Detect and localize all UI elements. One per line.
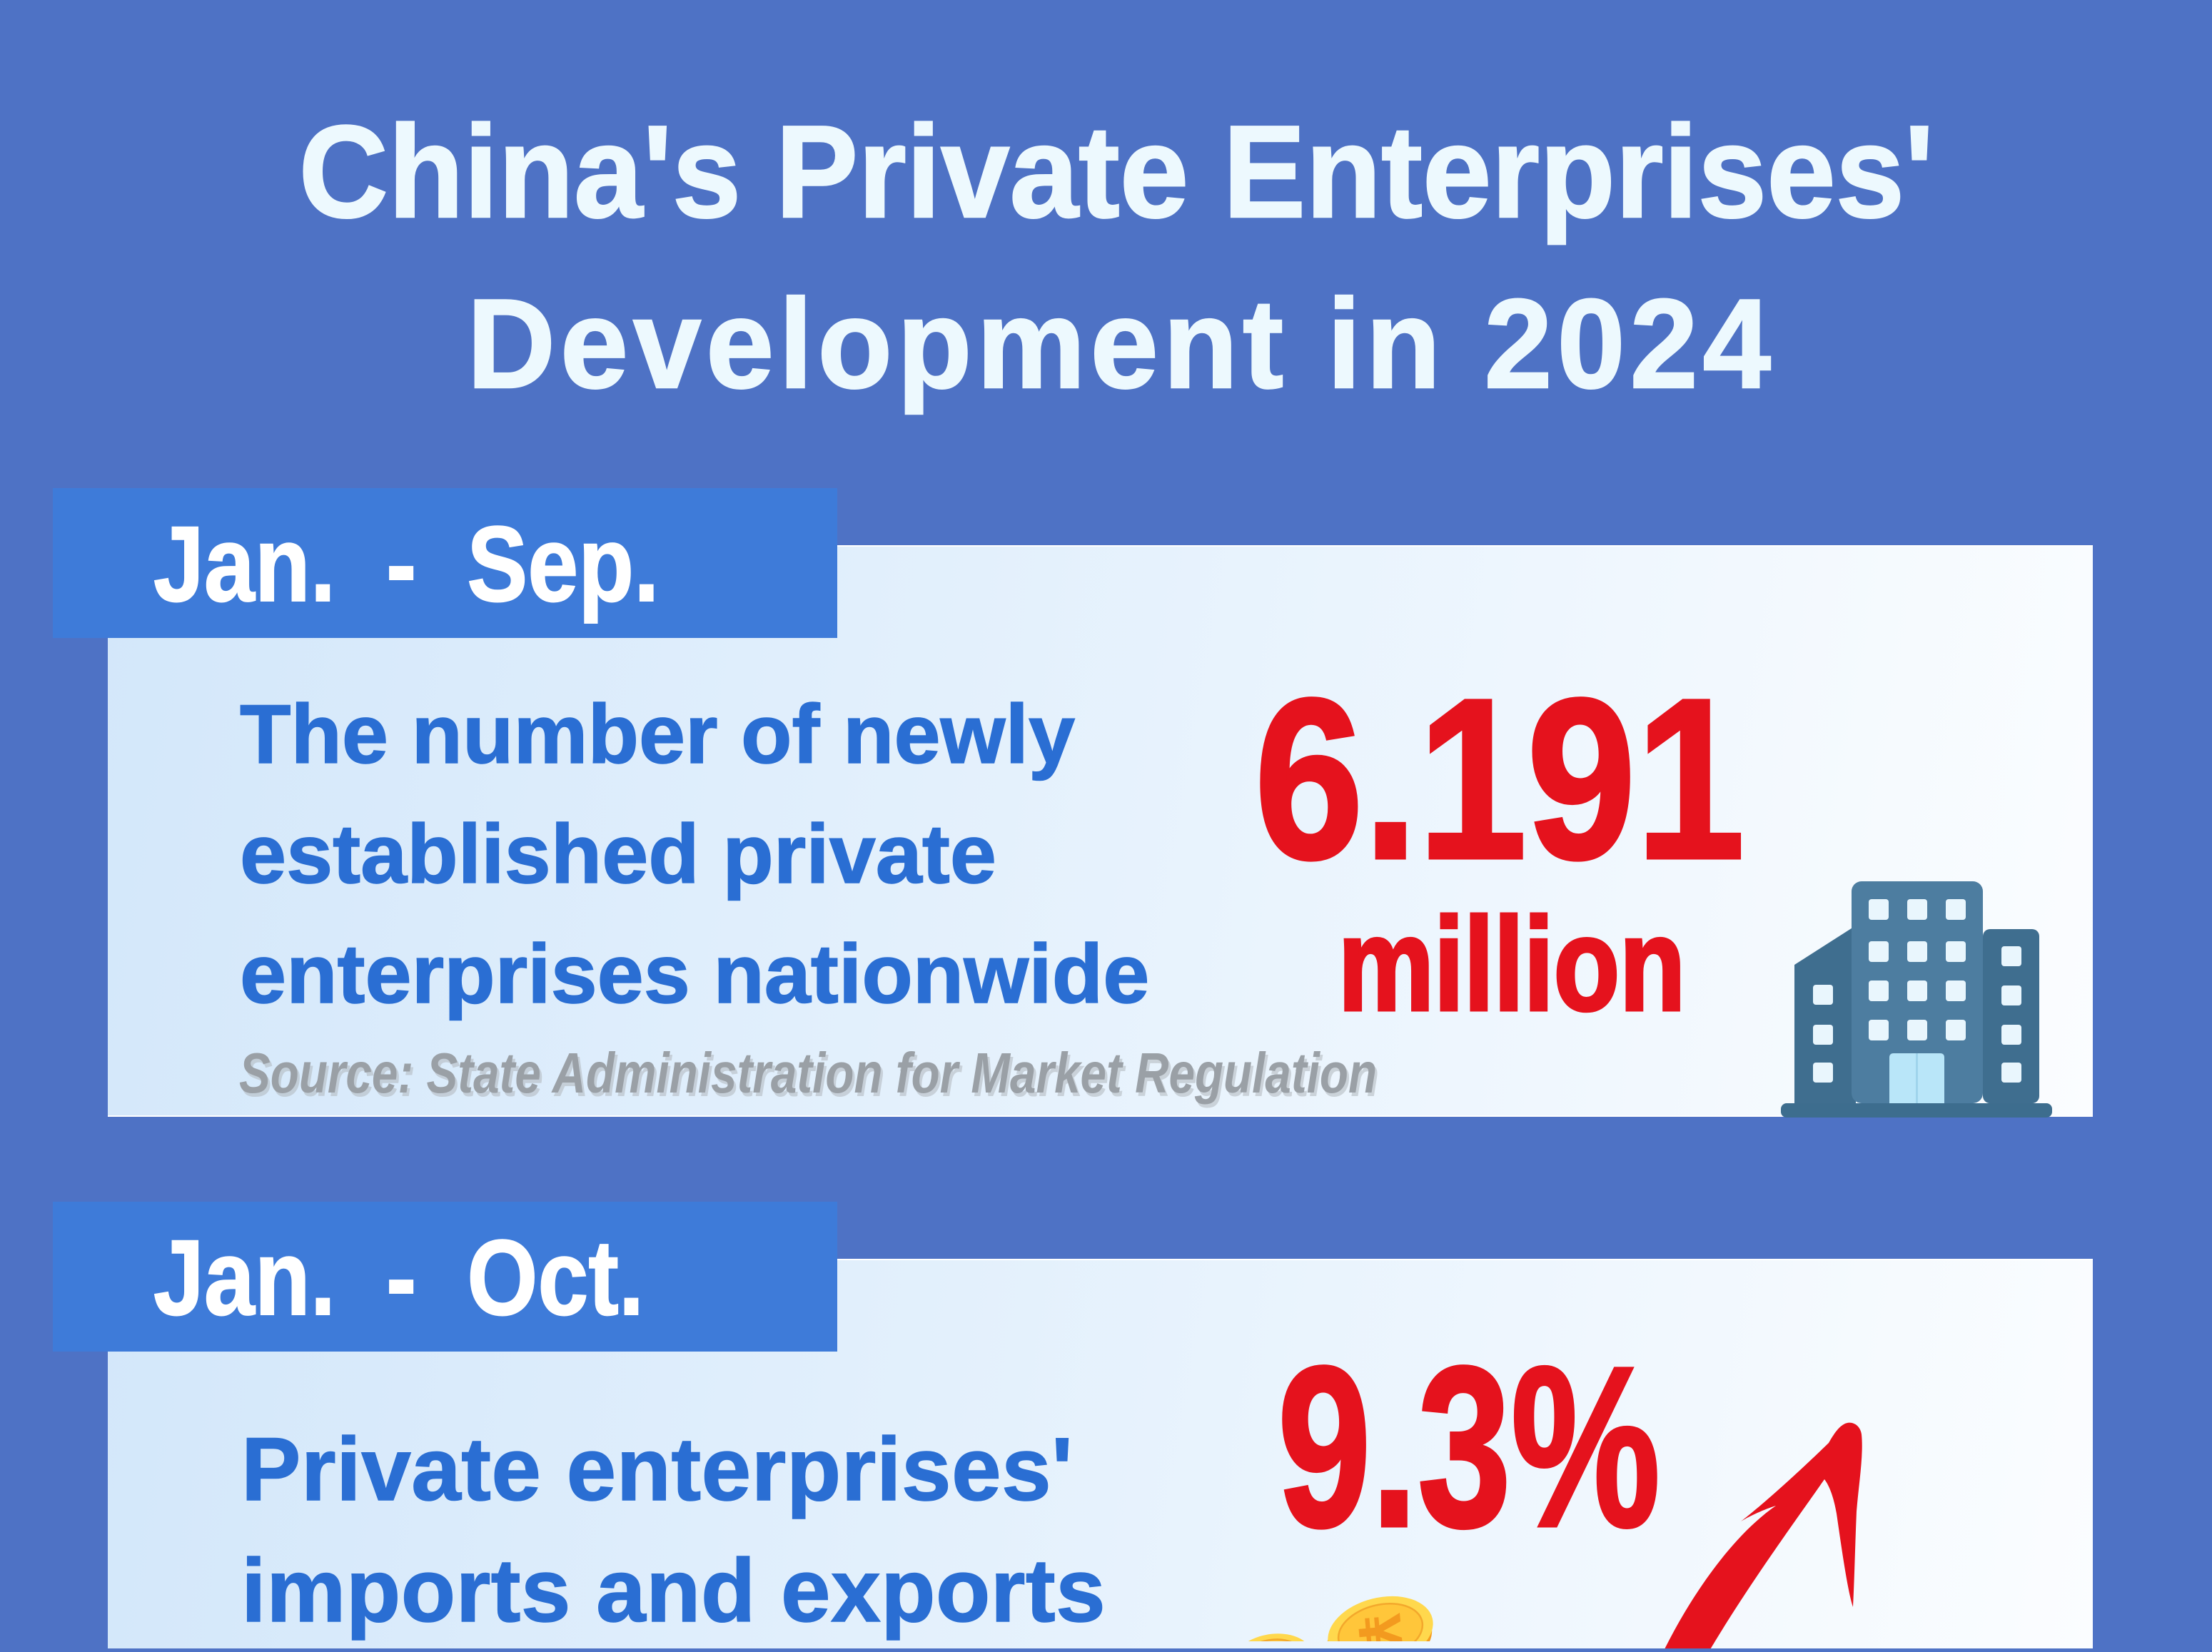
svg-text:¥: ¥ <box>1344 1611 1415 1641</box>
